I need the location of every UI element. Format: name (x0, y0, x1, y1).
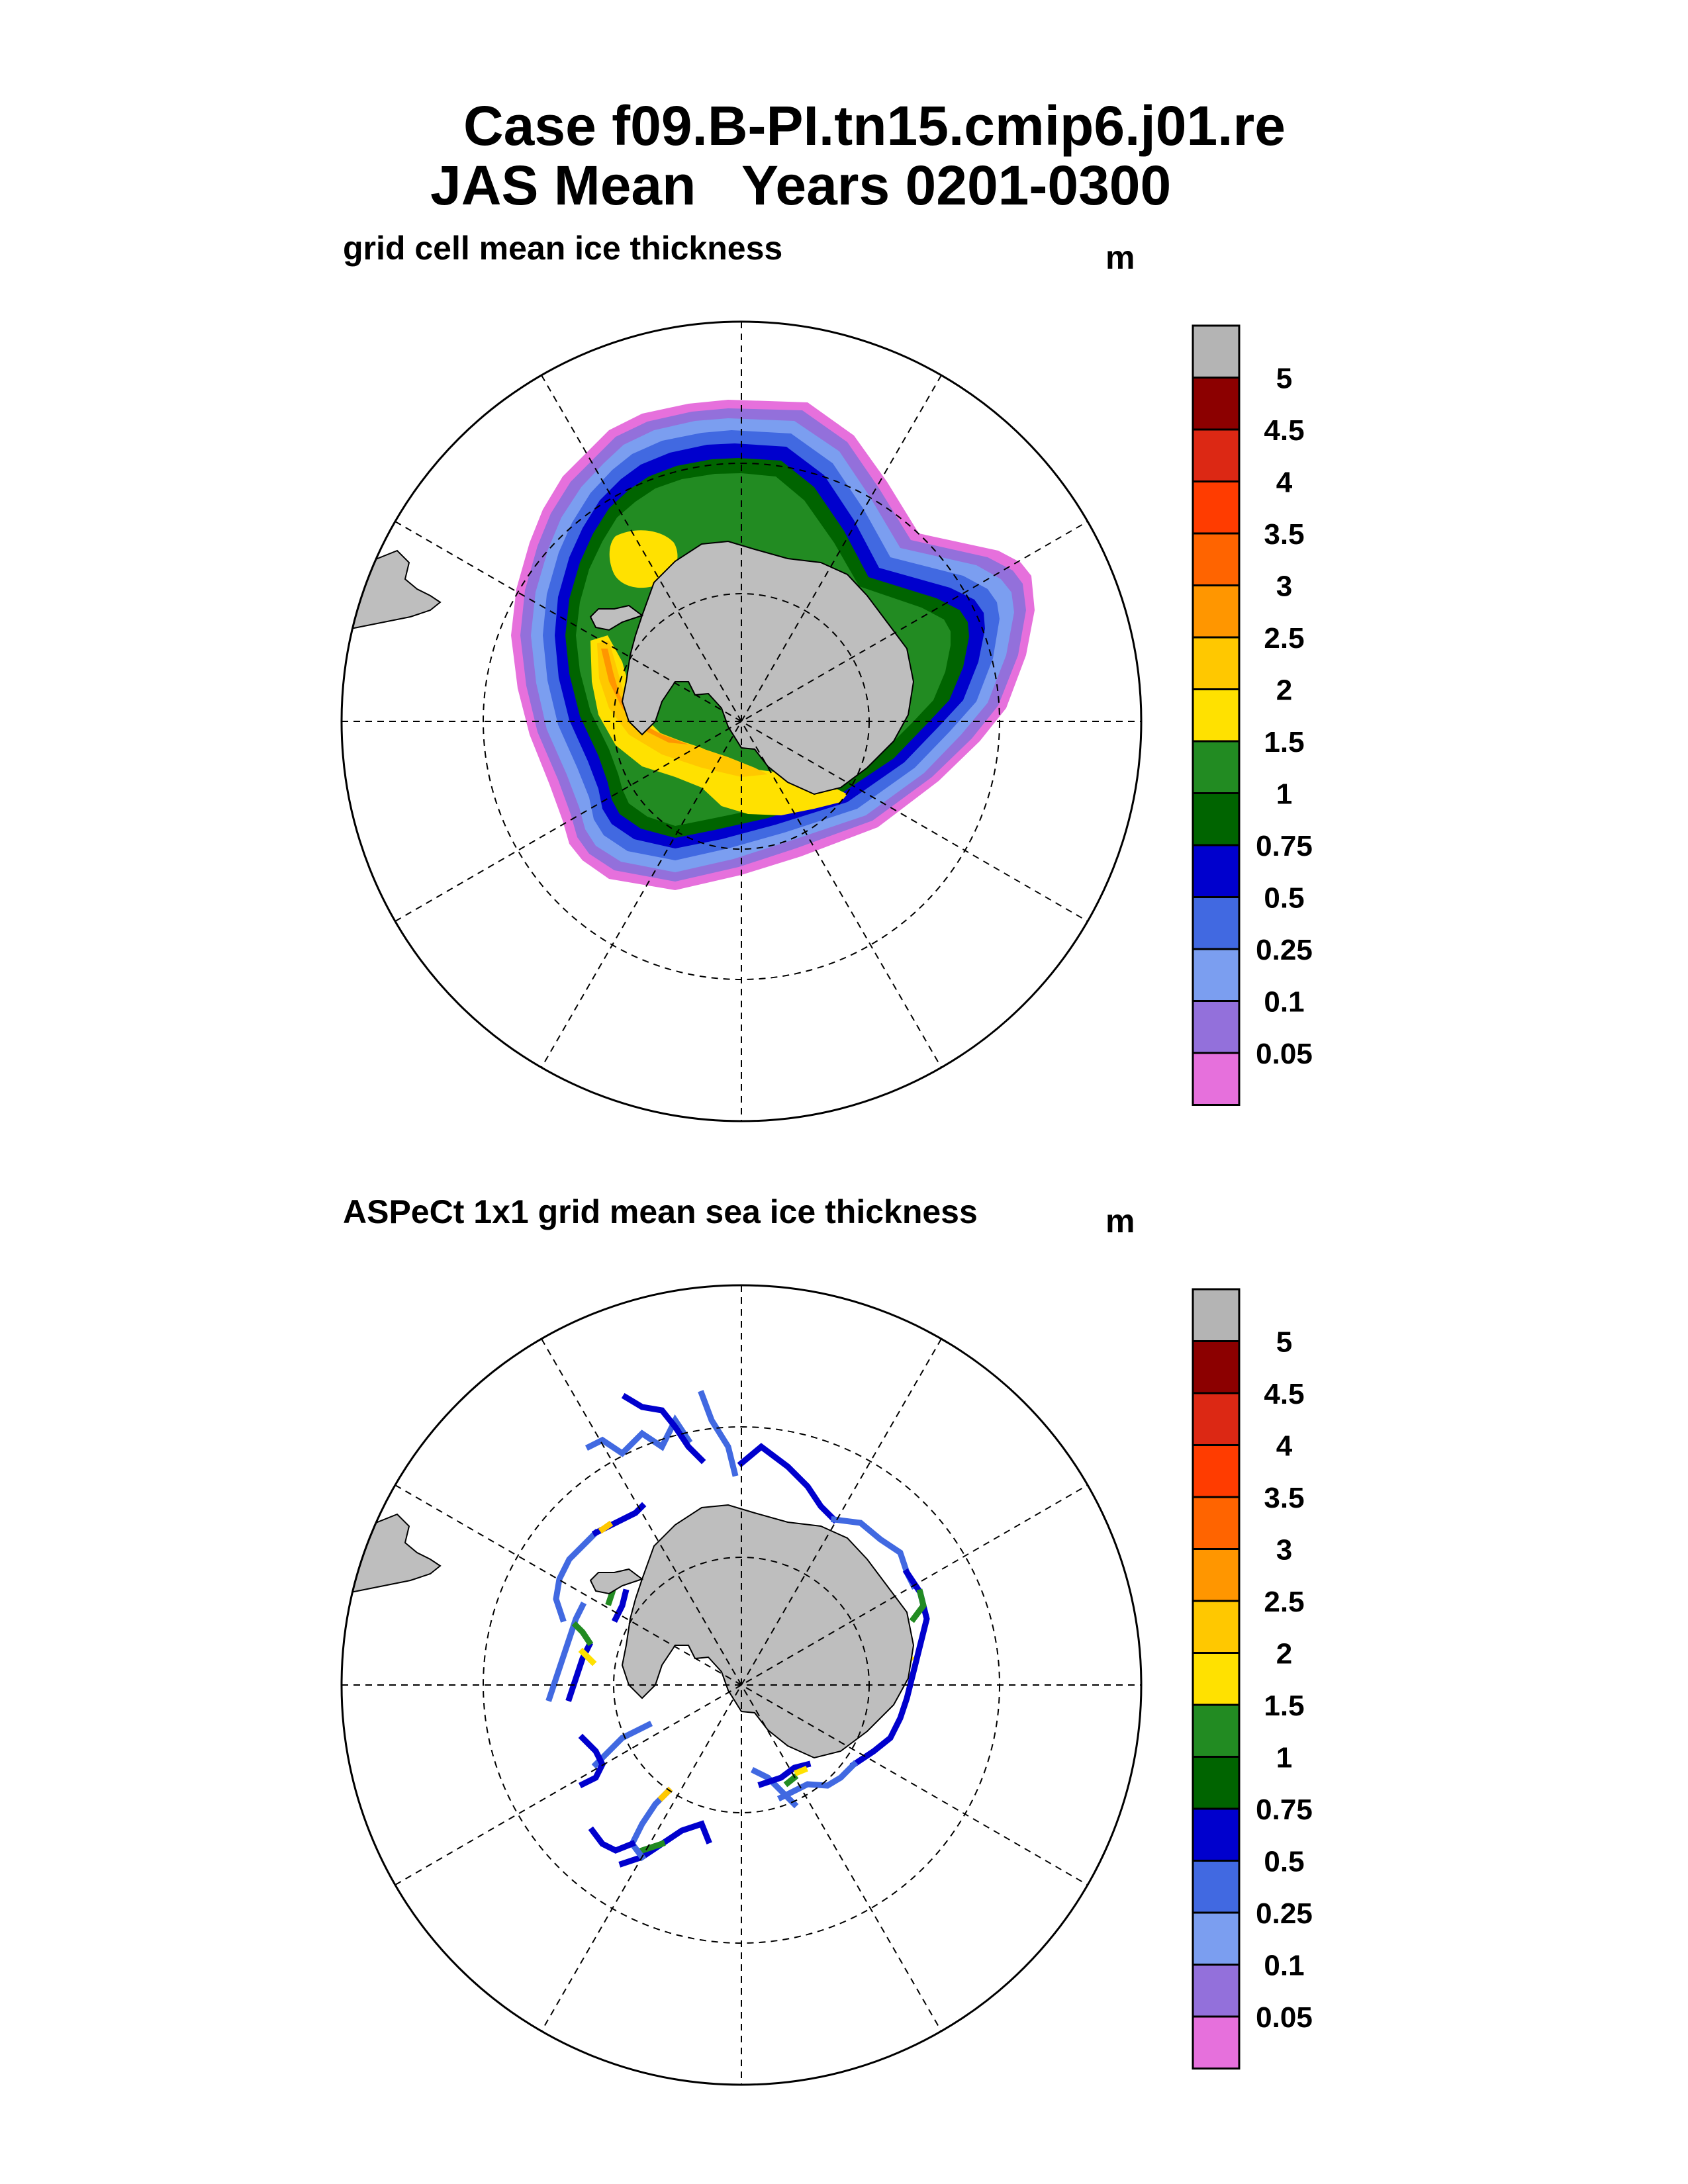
map-graticule (342, 1285, 1141, 2085)
colorbar1-swatch-12 (1192, 948, 1241, 1002)
colorbar2-swatch-7 (1192, 1652, 1241, 1706)
antarctic-peninsula (589, 604, 644, 631)
colorbar2-label-10: 0.5 (1264, 1846, 1304, 1878)
colorbar1-swatch-6 (1192, 636, 1241, 690)
colorbar2-label-1: 4.5 (1264, 1378, 1304, 1410)
colorbar2-swatch-12 (1192, 1911, 1241, 1966)
south-america-landmass (342, 549, 442, 634)
colorbar1-label-3: 3.5 (1264, 518, 1304, 551)
colorbar2-label-7: 1.5 (1264, 1690, 1304, 1722)
colorbar1-label-10: 0.5 (1264, 882, 1304, 915)
colorbar1-swatch-1 (1192, 377, 1241, 431)
colorbar2-label-8: 1 (1276, 1742, 1292, 1774)
colorbar1-label-7: 1.5 (1264, 726, 1304, 758)
colorbar1-swatch-8 (1192, 740, 1241, 794)
panel1-units: m (1105, 239, 1135, 276)
colorbar1-swatch-7 (1192, 688, 1241, 743)
colorbar1-swatch-14 (1192, 1052, 1241, 1106)
colorbar2-label-3: 3.5 (1264, 1482, 1304, 1514)
colorbar2-label-6: 2 (1276, 1638, 1292, 1670)
aspect-ship-tracks (545, 1390, 930, 1868)
colorbar1-swatch-5 (1192, 584, 1241, 639)
ice-band-1.5-bellingshausen (609, 530, 678, 588)
colorbar1-label-11: 0.25 (1256, 934, 1313, 966)
colorbar1-label-6: 2 (1276, 674, 1292, 707)
colorbar1-swatch-10 (1192, 844, 1241, 898)
south-america-landmass (342, 1513, 442, 1598)
map-boundary (340, 1284, 1143, 2086)
colorbar2-label-5: 2.5 (1264, 1586, 1304, 1618)
map-graticule (342, 322, 1141, 1121)
colorbar2-label-0: 5 (1276, 1326, 1292, 1359)
ice-band-2-weddell (590, 635, 847, 815)
map-boundary (340, 320, 1143, 1122)
antarctica-landmass (621, 1504, 915, 1759)
colorbar1-label-1: 4.5 (1264, 414, 1304, 447)
colorbar2-swatch-0 (1192, 1288, 1241, 1342)
colorbar2-swatch-9 (1192, 1756, 1241, 1810)
panel2-colorbar: 5 4.5 4 3.5 3 2.5 2 1.5 1 0.75 0.5 0.25 0.1 0.05 (1192, 1288, 1313, 2070)
colorbar2-swatch-10 (1192, 1807, 1241, 1862)
panel1-title: grid cell mean ice thickness (343, 230, 783, 267)
colorbar2-label-4: 3 (1276, 1534, 1292, 1567)
colorbar1-swatch-0 (1192, 324, 1241, 379)
colorbar1-label-9: 0.75 (1256, 830, 1313, 862)
panel2-units: m (1105, 1203, 1135, 1240)
colorbar1-swatch-9 (1192, 792, 1241, 846)
colorbar1-label-4: 3 (1276, 570, 1292, 603)
panel2-map (340, 1284, 1143, 2086)
colorbar1-label-0: 5 (1276, 363, 1292, 395)
colorbar1-label-5: 2.5 (1264, 622, 1304, 655)
colorbar1-swatch-13 (1192, 1000, 1241, 1054)
antarctic-peninsula (589, 1568, 644, 1595)
colorbar2-swatch-14 (1192, 2015, 1241, 2070)
colorbar2-label-11: 0.25 (1256, 1897, 1313, 1930)
colorbar1-label-12: 0.1 (1264, 986, 1304, 1019)
colorbar1-label-13: 0.05 (1256, 1038, 1313, 1070)
colorbar2-label-2: 4 (1276, 1430, 1293, 1463)
colorbar2-swatch-2 (1192, 1392, 1241, 1446)
colorbar2-swatch-11 (1192, 1860, 1241, 1914)
colorbar1-label-2: 4 (1276, 467, 1293, 499)
colorbar1-swatch-3 (1192, 480, 1241, 535)
colorbar2-swatch-13 (1192, 1964, 1241, 2018)
colorbar2-swatch-5 (1192, 1548, 1241, 1602)
panel2-title: ASPeCt 1x1 grid mean sea ice thickness (343, 1193, 978, 1230)
panel1-colorbar: 5 4.5 4 3.5 3 2.5 2 1.5 1 0.75 0.5 0.25 0.1 0.05 (1192, 324, 1313, 1106)
colorbar2-swatch-1 (1192, 1340, 1241, 1394)
colorbar1-swatch-11 (1192, 896, 1241, 950)
colorbar2-label-9: 0.75 (1256, 1794, 1313, 1826)
colorbar1-swatch-2 (1192, 428, 1241, 482)
colorbar2-label-13: 0.05 (1256, 2001, 1313, 2034)
figure-title-period: JAS Mean Years 0201-0300 (430, 154, 1172, 216)
figure-title-case: Case f09.B-PI.tn15.cmip6.j01.re (463, 95, 1286, 157)
colorbar2-swatch-4 (1192, 1496, 1241, 1550)
colorbar2-swatch-6 (1192, 1600, 1241, 1654)
antarctica-landmass (621, 540, 915, 796)
colorbar2-label-12: 0.1 (1264, 1950, 1304, 1982)
colorbar1-label-8: 1 (1276, 778, 1292, 811)
panel1-map (340, 320, 1143, 1122)
colorbar2-swatch-8 (1192, 1704, 1241, 1758)
colorbar1-swatch-4 (1192, 532, 1241, 586)
colorbar2-swatch-3 (1192, 1444, 1241, 1498)
